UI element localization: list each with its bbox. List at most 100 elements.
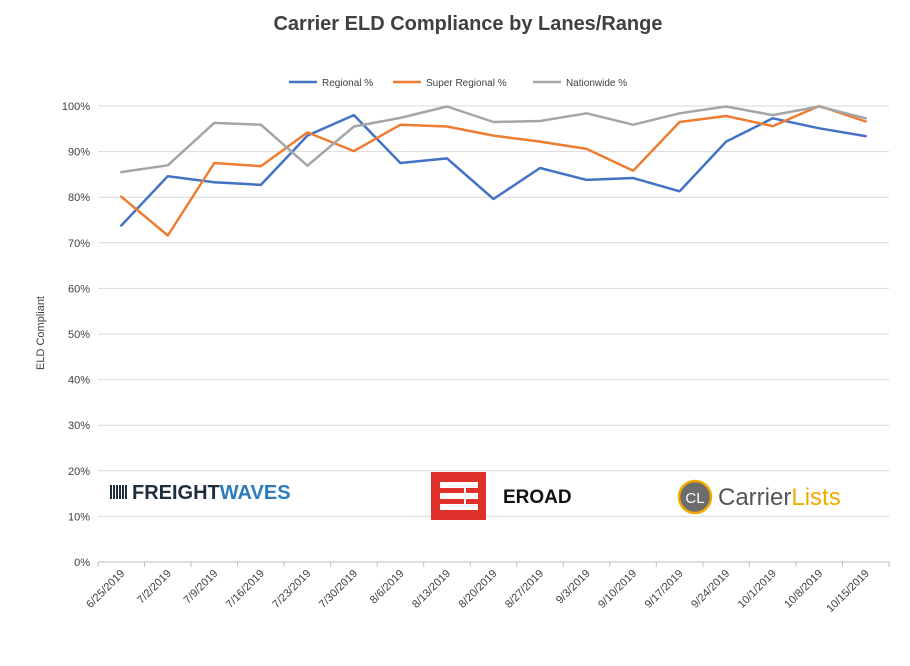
data-point	[586, 148, 588, 150]
svg-text:FREIGHTWAVES: FREIGHTWAVES	[132, 482, 291, 504]
x-tick-label: 7/30/2019	[317, 568, 360, 611]
x-tick-label: 9/10/2019	[596, 568, 639, 611]
data-point	[167, 235, 169, 237]
data-point	[818, 127, 820, 129]
data-point	[679, 190, 681, 192]
data-point	[353, 150, 355, 152]
data-point	[306, 131, 308, 133]
x-tick-label: 9/17/2019	[643, 568, 686, 611]
data-point	[772, 114, 774, 116]
data-point	[167, 164, 169, 166]
y-tick-label: 50%	[68, 329, 90, 341]
carrierlists-text-b: Lists	[791, 484, 840, 511]
data-point	[865, 117, 867, 119]
data-point	[260, 124, 262, 126]
carrierlists-badge-text: CL	[685, 490, 704, 507]
data-point	[539, 120, 541, 122]
y-tick-label: 20%	[68, 466, 90, 478]
data-point	[213, 181, 215, 183]
data-point	[353, 114, 355, 116]
freightwaves-logo: FREIGHTWAVES	[110, 482, 291, 504]
x-tick-label: 8/13/2019	[410, 568, 453, 611]
gridlines	[98, 105, 889, 517]
data-point	[679, 112, 681, 114]
x-tick-label: 8/27/2019	[503, 568, 546, 611]
legend-label: Regional %	[322, 78, 373, 89]
eroad-logo: EROAD	[431, 472, 572, 520]
freightwaves-mark-icon	[110, 485, 127, 499]
data-point	[679, 121, 681, 123]
data-point	[120, 224, 122, 226]
data-point	[772, 117, 774, 119]
legend-label: Nationwide %	[566, 78, 627, 89]
y-tick-label: 30%	[68, 420, 90, 432]
eroad-text: EROAD	[503, 487, 572, 508]
x-tick-label: 7/16/2019	[224, 568, 267, 611]
data-point	[772, 125, 774, 127]
data-point	[586, 179, 588, 181]
svg-text:CarrierLists: CarrierLists	[718, 484, 841, 511]
x-tick-label: 7/23/2019	[270, 568, 313, 611]
x-tick-label: 10/15/2019	[824, 568, 871, 615]
data-point	[493, 135, 494, 137]
y-tick-label: 80%	[68, 192, 90, 204]
x-tick-label: 8/20/2019	[457, 568, 500, 611]
data-point	[260, 165, 262, 167]
series-line-1	[120, 104, 867, 237]
data-point	[399, 162, 401, 164]
y-tick-label: 70%	[68, 238, 90, 250]
y-tick-label: 100%	[62, 101, 90, 113]
data-point	[493, 121, 494, 123]
data-point	[213, 162, 215, 164]
data-point	[213, 122, 215, 124]
data-point	[353, 126, 355, 128]
series-lines	[120, 104, 867, 237]
data-point	[632, 170, 634, 172]
y-tick-label: 40%	[68, 375, 90, 387]
data-point	[818, 105, 820, 107]
carrierlists-logo: CL CarrierLists	[677, 479, 841, 515]
data-point	[632, 124, 634, 126]
carrierlists-text-a: Carrier	[718, 484, 791, 511]
data-point	[539, 167, 541, 169]
data-point	[446, 126, 448, 128]
data-point	[260, 184, 262, 186]
data-point	[725, 141, 727, 143]
data-point	[306, 135, 308, 137]
x-tick-label: 9/24/2019	[689, 568, 732, 611]
data-point	[725, 105, 727, 107]
data-point	[399, 117, 401, 119]
y-tick-label: 0%	[74, 557, 90, 569]
data-point	[493, 198, 494, 200]
data-point	[399, 124, 401, 126]
legend-label: Super Regional %	[426, 78, 507, 89]
freightwaves-text-b: WAVES	[220, 482, 291, 504]
y-tick-label: 90%	[68, 147, 90, 159]
y-tick-label: 10%	[68, 511, 90, 523]
y-axis-ticks: 0% 10% 20% 30% 40% 50% 60% 70% 80% 90% 100%	[62, 101, 90, 569]
data-point	[586, 112, 588, 114]
data-point	[446, 157, 448, 159]
data-point	[167, 175, 169, 177]
x-axis-ticks: 6/25/2019 7/2/2019 7/9/2019 7/16/2019 7/23/2…	[84, 562, 890, 615]
data-point	[632, 177, 634, 179]
chart-title: Carrier ELD Compliance by Lanes/Range	[273, 13, 662, 35]
x-tick-label: 10/8/2019	[782, 568, 825, 611]
y-tick-label: 60%	[68, 283, 90, 295]
data-point	[539, 141, 541, 143]
series-line-0	[120, 113, 867, 227]
x-tick-label: 10/1/2019	[736, 568, 779, 611]
x-tick-label: 6/25/2019	[84, 568, 127, 611]
data-point	[865, 121, 867, 123]
y-axis-label: ELD Compliant	[35, 296, 47, 370]
x-tick-label: 7/2/2019	[135, 568, 174, 607]
data-point	[120, 196, 122, 198]
data-point	[120, 171, 122, 173]
data-point	[865, 135, 867, 137]
legend: Regional % Super Regional % Nationwide %	[289, 78, 627, 89]
carrierlists-badge-icon	[677, 479, 713, 515]
series-line-2	[120, 105, 867, 174]
data-point	[725, 115, 727, 117]
